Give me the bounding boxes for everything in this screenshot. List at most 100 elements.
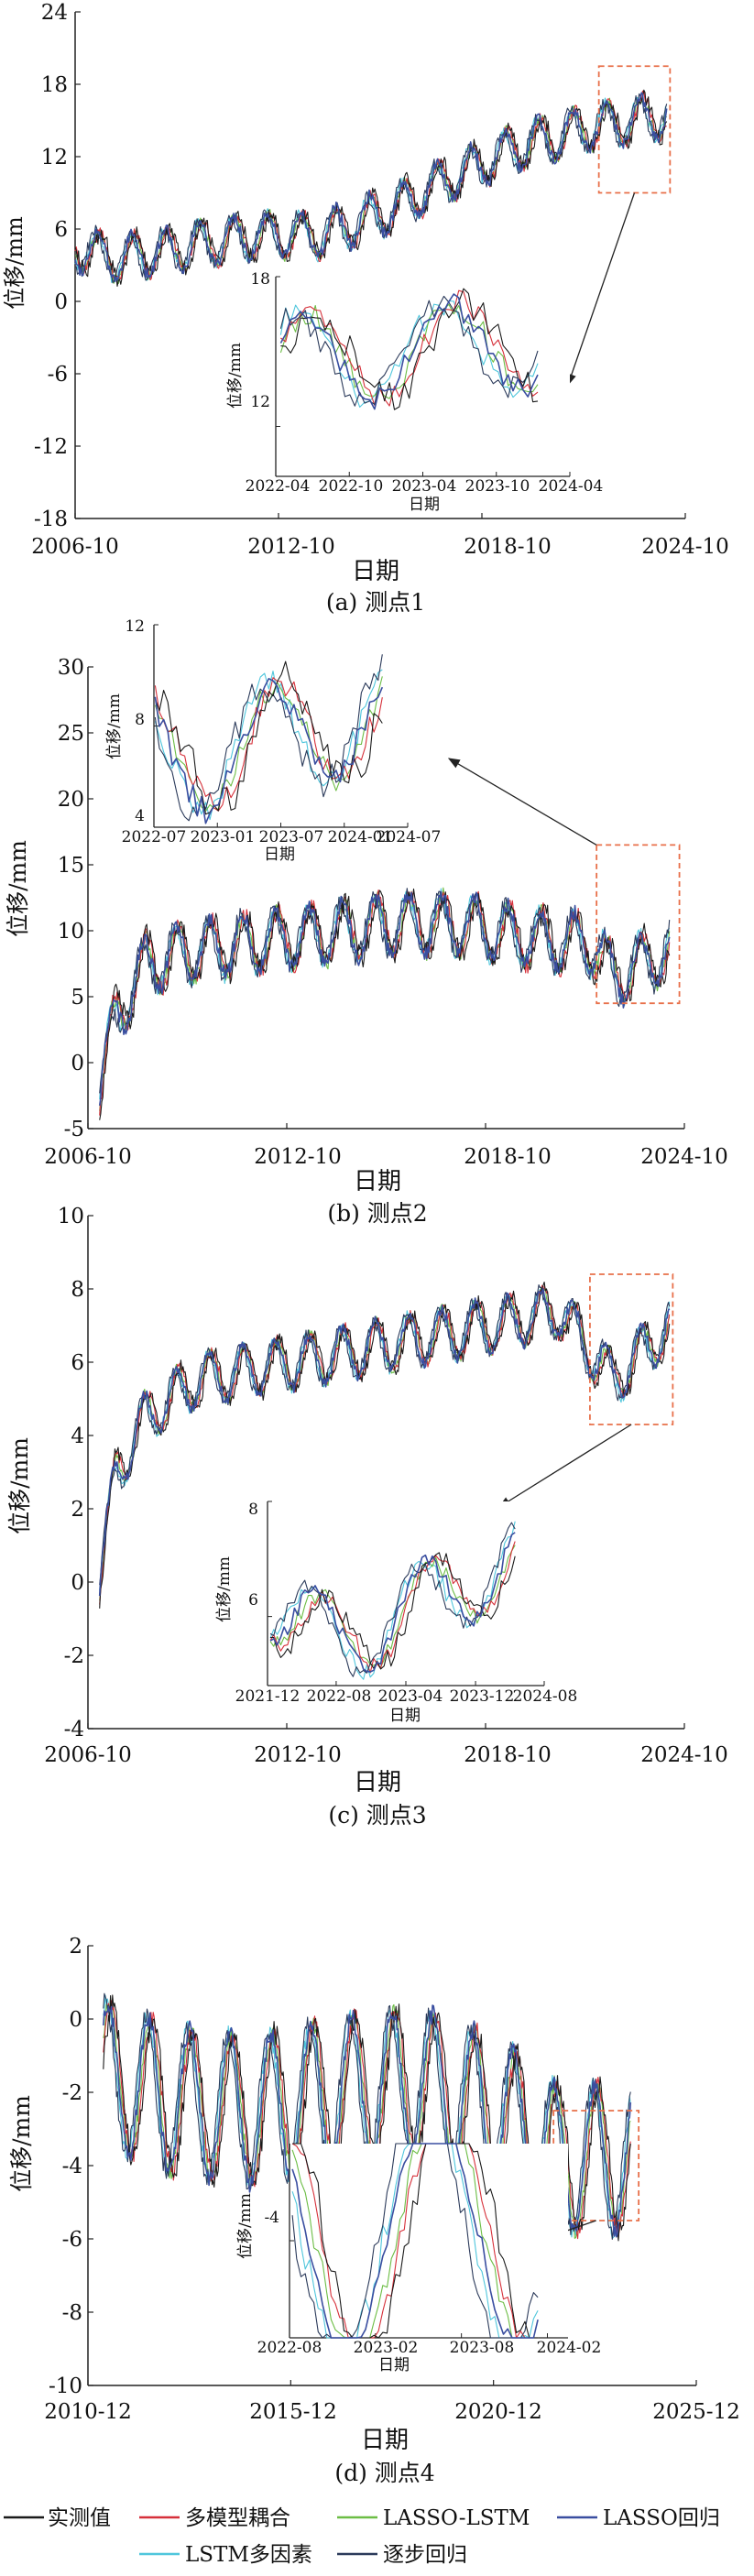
panel-b-inset — [153, 624, 409, 828]
panel-c-inset-x-axis-label: 日期 — [389, 1707, 421, 1725]
panel-c-x-tick-label: 2018-10 — [464, 1743, 552, 1767]
legend-label-multi-model: 多模型耦合 — [185, 2506, 290, 2530]
panel-a-x-tick-label: 2012-10 — [247, 535, 335, 559]
panel-c-inset-x-tick-label: 2023-04 — [378, 1687, 443, 1706]
panel-a-plot — [74, 11, 686, 519]
panel-b-inset-series-stepwise — [154, 654, 383, 822]
panel-a-y-tick-label: -6 — [48, 363, 68, 387]
panel-d-x-tick-label: 2020-12 — [454, 2400, 542, 2424]
panel-c-y-tick-label: -4 — [64, 1718, 84, 1741]
panel-c-y-tick-label: 10 — [58, 1205, 84, 1228]
panel-c-x-tick-label: 2012-10 — [254, 1743, 342, 1767]
panel-a-inset-series-measured — [280, 288, 539, 410]
panel-d-x-axis-label: 日期 — [361, 2427, 409, 2454]
panel-d-x-tick-label: 2010-12 — [44, 2400, 132, 2424]
panel-b-y-tick-label: 25 — [58, 722, 84, 746]
panel-b-inset-y-tick-label: 12 — [125, 617, 145, 636]
panel-b-inset-y-tick-label: 4 — [135, 807, 145, 825]
panel-b-caption: (b) 测点2 — [327, 1200, 427, 1227]
panel-d-y-tick-label: -2 — [62, 2081, 82, 2105]
panel-b-series-multi-model — [99, 889, 671, 1116]
panel-a-inset-x-tick-label: 2023-04 — [392, 477, 457, 496]
panel-c-y-axis-label: 位移/mm — [6, 1437, 33, 1534]
panel-a-inset-x-tick-label: 2022-10 — [319, 477, 384, 496]
panel-c-inset-series-stepwise — [269, 1522, 516, 1677]
panel-c-inset-x-tick-label: 2021-12 — [235, 1687, 301, 1706]
panel-a-inset-series-multi-model — [280, 289, 539, 407]
panel-b-inset-x-tick-label: 2024-07 — [377, 828, 442, 846]
panel-d-x-tick-label: 2025-12 — [652, 2400, 740, 2424]
panel-d-inset-y-axis-label: 位移/mm — [236, 2193, 255, 2259]
panel-c-inset-series-lasso-lstm — [269, 1545, 516, 1668]
panel-b-series-measured — [99, 888, 671, 1120]
panel-c-caption: (c) 测点3 — [328, 1802, 426, 1828]
panel-a-inset-y-tick-label: 12 — [250, 393, 270, 411]
panel-b-inset-x-tick-label: 2024-01 — [328, 828, 393, 846]
legend-label-measured: 实测值 — [48, 2506, 111, 2530]
panel-a-inset-series-lstm-multi — [279, 300, 539, 408]
panel-c-inset-y-tick-label: 6 — [248, 1591, 258, 1610]
panel-d-inset-series-lasso-lstm — [291, 2143, 539, 2339]
panel-c-y-tick-label: 8 — [71, 1278, 84, 1302]
panel-a-y-tick-label: 24 — [41, 1, 68, 25]
panel-a-zoom-arrow — [566, 192, 636, 387]
panel-b-inset-y-axis-label: 位移/mm — [105, 693, 124, 759]
panel-a-series-lstm-multi — [74, 95, 668, 283]
panel-a-y-tick-label: 6 — [54, 218, 68, 242]
panel-a-x-tick-label: 2018-10 — [464, 535, 552, 559]
panel-a-inset-x-tick-label: 2023-10 — [465, 477, 530, 496]
panel-b-y-tick-label: 30 — [58, 656, 84, 680]
panel-a-x-tick-label: 2024-10 — [641, 535, 729, 559]
panel-b-inset-x-tick-label: 2023-07 — [259, 828, 324, 846]
panel-c-x-axis-label: 日期 — [354, 1769, 401, 1796]
panel-a-caption: (a) 测点1 — [326, 589, 425, 616]
panel-a-inset-x-tick-label: 2022-04 — [246, 477, 311, 496]
panel-b-series-lasso-lstm — [99, 887, 671, 1111]
panel-a-series-lasso — [74, 92, 668, 283]
panel-c-plot — [87, 1215, 685, 1730]
panel-d-inset-x-tick-label: 2024-02 — [537, 2339, 602, 2357]
panel-a-y-tick-label: 0 — [54, 290, 68, 314]
panel-c-inset — [267, 1501, 545, 1686]
panel-a-x-tick-label: 2006-10 — [31, 535, 119, 559]
panel-b-inset-x-tick-label: 2022-07 — [122, 828, 187, 846]
panel-c-y-tick-label: 2 — [71, 1498, 84, 1522]
panel-b-inset-y-tick-label: 8 — [135, 711, 145, 729]
panel-d-y-tick-label: 2 — [69, 1935, 82, 1959]
panel-d-y-axis-label: 位移/mm — [8, 2095, 35, 2192]
panel-c-zoom-box — [589, 1273, 674, 1425]
panel-b-inset-series-lasso — [154, 678, 384, 824]
panel-b-inset-x-axis-label: 日期 — [264, 846, 295, 864]
panel-a-inset-x-tick-label: 2024-04 — [539, 477, 604, 496]
panel-b-x-axis-label: 日期 — [354, 1168, 401, 1195]
panel-d-x-tick-label: 2015-12 — [249, 2400, 337, 2424]
legend — [4, 2516, 597, 2556]
panel-c-x-tick-label: 2024-10 — [640, 1743, 728, 1767]
panel-b-y-tick-label: 10 — [58, 920, 84, 944]
panel-b-y-tick-label: 0 — [71, 1052, 84, 1075]
panel-d-inset-x-tick-label: 2023-08 — [450, 2339, 515, 2357]
panel-a-y-tick-label: -18 — [34, 508, 68, 531]
legend-label-lstm-multi: LSTM多因素 — [185, 2543, 312, 2567]
panel-c-y-tick-label: 6 — [71, 1351, 84, 1375]
panel-d-inset-x-tick-label: 2023-02 — [354, 2339, 419, 2357]
panel-a-inset-y-tick-label: 18 — [250, 270, 270, 289]
panel-b-x-tick-label: 2018-10 — [464, 1145, 552, 1169]
panel-c-y-tick-label: 4 — [71, 1424, 84, 1448]
legend-label-lasso: LASSO回归 — [603, 2506, 720, 2530]
panel-a-y-tick-label: 18 — [41, 73, 68, 97]
panel-d-y-tick-label: -10 — [49, 2374, 82, 2398]
panel-c-inset-series-lasso — [269, 1532, 516, 1673]
panel-c-inset-series-multi-model — [269, 1541, 516, 1674]
panel-a-inset-series-stepwise — [279, 295, 539, 407]
panel-b-y-tick-label: 5 — [71, 986, 84, 1010]
panel-d-inset-series-lasso — [291, 2143, 539, 2339]
panel-d-inset-y-tick-label: -4 — [264, 2209, 279, 2227]
panel-b-inset-bg — [154, 625, 408, 827]
panel-a-y-axis-label: 位移/mm — [2, 216, 27, 310]
panel-a-inset-series-lasso — [279, 293, 539, 410]
panel-c-inset-y-axis-label: 位移/mm — [215, 1556, 234, 1622]
panel-a-inset-y-axis-label: 位移/mm — [226, 343, 245, 409]
panel-b-series-lasso — [98, 890, 671, 1107]
panel-d-inset-bg — [290, 2144, 568, 2338]
